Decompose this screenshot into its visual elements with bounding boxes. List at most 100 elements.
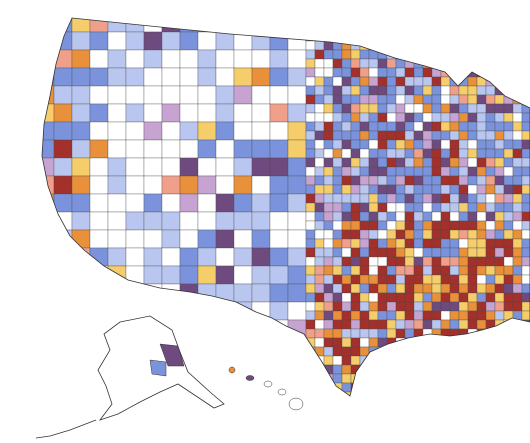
county bbox=[413, 229, 424, 240]
county bbox=[422, 364, 433, 375]
county bbox=[422, 310, 433, 321]
county bbox=[476, 229, 487, 240]
county bbox=[413, 148, 424, 159]
county bbox=[512, 67, 523, 78]
county bbox=[42, 49, 55, 69]
county bbox=[440, 283, 451, 294]
county bbox=[386, 229, 397, 240]
county bbox=[485, 175, 496, 186]
county bbox=[143, 139, 163, 159]
county bbox=[197, 319, 217, 339]
county bbox=[323, 274, 334, 285]
county bbox=[449, 337, 460, 348]
county bbox=[368, 175, 379, 186]
county bbox=[413, 283, 424, 294]
county bbox=[521, 391, 530, 396]
county bbox=[503, 193, 514, 204]
county bbox=[512, 247, 523, 258]
county bbox=[467, 202, 478, 213]
county bbox=[197, 211, 217, 231]
county bbox=[521, 121, 530, 132]
county bbox=[179, 49, 199, 69]
county bbox=[269, 247, 289, 267]
county bbox=[143, 18, 163, 33]
county bbox=[440, 301, 451, 312]
county bbox=[179, 229, 199, 249]
county bbox=[521, 85, 530, 96]
county bbox=[332, 337, 343, 348]
county bbox=[197, 121, 217, 141]
county bbox=[305, 49, 316, 60]
county bbox=[125, 373, 145, 393]
county bbox=[386, 346, 397, 357]
county bbox=[458, 166, 469, 177]
county bbox=[512, 49, 523, 60]
county bbox=[386, 355, 397, 366]
county bbox=[332, 112, 343, 123]
county bbox=[485, 130, 496, 141]
county bbox=[305, 310, 316, 321]
county bbox=[440, 355, 451, 366]
county bbox=[503, 103, 514, 114]
county bbox=[305, 76, 316, 87]
county bbox=[323, 121, 334, 132]
county bbox=[305, 256, 316, 267]
county bbox=[161, 85, 181, 105]
county bbox=[458, 121, 469, 132]
county bbox=[359, 373, 370, 384]
county bbox=[197, 193, 217, 213]
county bbox=[161, 391, 181, 396]
county bbox=[449, 94, 460, 105]
county bbox=[386, 364, 397, 375]
county bbox=[332, 346, 343, 357]
county bbox=[449, 40, 460, 51]
county bbox=[143, 373, 163, 393]
county bbox=[359, 229, 370, 240]
county bbox=[494, 247, 505, 258]
county bbox=[386, 175, 397, 186]
county bbox=[107, 193, 127, 213]
county bbox=[494, 202, 505, 213]
county bbox=[386, 139, 397, 150]
county bbox=[233, 319, 253, 339]
county bbox=[422, 85, 433, 96]
county bbox=[512, 40, 523, 51]
county bbox=[395, 18, 406, 24]
county bbox=[377, 310, 388, 321]
county bbox=[395, 76, 406, 87]
county bbox=[287, 373, 307, 393]
county bbox=[341, 211, 352, 222]
county bbox=[305, 274, 316, 285]
county bbox=[305, 175, 316, 186]
county bbox=[368, 328, 379, 339]
county bbox=[89, 301, 109, 321]
county bbox=[431, 31, 442, 42]
county bbox=[503, 364, 514, 375]
county bbox=[422, 130, 433, 141]
county bbox=[485, 283, 496, 294]
county bbox=[71, 175, 91, 195]
county bbox=[404, 373, 415, 384]
county bbox=[431, 148, 442, 159]
county bbox=[440, 112, 451, 123]
county bbox=[269, 31, 289, 51]
county bbox=[251, 103, 271, 123]
county bbox=[413, 112, 424, 123]
county bbox=[422, 103, 433, 114]
county bbox=[314, 319, 325, 330]
county bbox=[215, 337, 235, 357]
county bbox=[467, 274, 478, 285]
county bbox=[404, 76, 415, 87]
county bbox=[341, 18, 352, 24]
county bbox=[440, 130, 451, 141]
county bbox=[53, 18, 73, 33]
county bbox=[467, 211, 478, 222]
county bbox=[386, 22, 397, 33]
county bbox=[422, 220, 433, 231]
county bbox=[494, 76, 505, 87]
county bbox=[359, 247, 370, 258]
county bbox=[359, 220, 370, 231]
county bbox=[449, 355, 460, 366]
county bbox=[413, 76, 424, 87]
county bbox=[323, 184, 334, 195]
